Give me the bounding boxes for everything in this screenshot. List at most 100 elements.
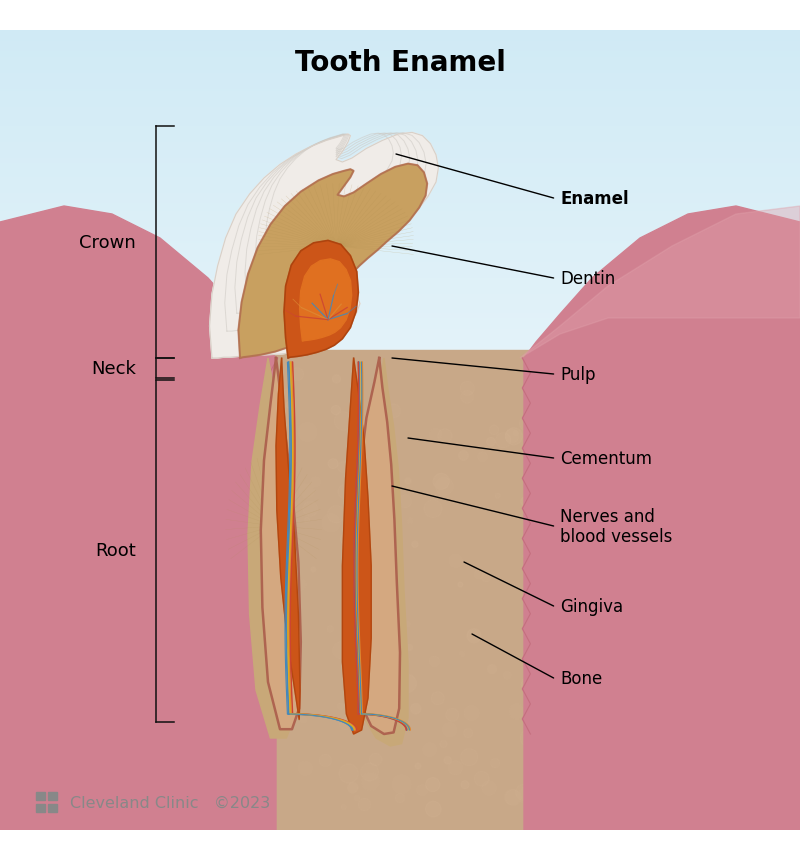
Circle shape [601, 433, 612, 445]
Circle shape [712, 579, 728, 595]
Circle shape [229, 672, 243, 686]
Circle shape [156, 558, 165, 567]
Circle shape [398, 674, 417, 693]
Circle shape [332, 375, 341, 383]
Circle shape [525, 432, 533, 441]
Circle shape [738, 537, 749, 548]
Circle shape [134, 625, 142, 634]
Circle shape [440, 740, 447, 747]
Circle shape [410, 703, 421, 714]
Circle shape [667, 641, 677, 649]
Circle shape [166, 387, 172, 392]
Circle shape [496, 433, 511, 449]
Circle shape [170, 736, 179, 746]
Circle shape [531, 808, 538, 815]
Circle shape [398, 495, 411, 508]
Circle shape [267, 369, 282, 383]
Circle shape [144, 742, 151, 749]
Polygon shape [238, 164, 427, 358]
Circle shape [242, 377, 254, 389]
Circle shape [292, 594, 298, 599]
Circle shape [23, 402, 41, 419]
Circle shape [719, 542, 738, 561]
Circle shape [303, 502, 318, 517]
Circle shape [559, 619, 578, 637]
Circle shape [282, 473, 296, 486]
Circle shape [281, 724, 289, 732]
Circle shape [426, 777, 440, 792]
Circle shape [566, 647, 571, 653]
Circle shape [300, 717, 306, 723]
Circle shape [250, 659, 266, 674]
Circle shape [544, 659, 549, 664]
Circle shape [458, 451, 468, 461]
Circle shape [253, 790, 261, 797]
Circle shape [430, 448, 448, 465]
Circle shape [516, 784, 532, 801]
Circle shape [286, 456, 299, 470]
Circle shape [218, 606, 234, 622]
Text: Gingiva: Gingiva [560, 598, 623, 616]
Circle shape [734, 679, 750, 694]
Circle shape [233, 653, 249, 669]
Circle shape [686, 583, 691, 588]
Circle shape [734, 744, 745, 756]
Polygon shape [352, 358, 400, 734]
Circle shape [254, 377, 274, 396]
Circle shape [614, 467, 632, 486]
Circle shape [166, 394, 185, 412]
Circle shape [178, 499, 194, 515]
Circle shape [244, 552, 262, 571]
Circle shape [612, 582, 617, 587]
Circle shape [506, 428, 522, 445]
Circle shape [186, 478, 202, 494]
Circle shape [593, 571, 600, 579]
Circle shape [713, 771, 730, 789]
Circle shape [411, 474, 418, 481]
Circle shape [598, 546, 608, 556]
Circle shape [182, 669, 189, 676]
Polygon shape [284, 241, 358, 358]
Circle shape [40, 542, 48, 549]
Circle shape [394, 715, 407, 728]
Circle shape [181, 431, 198, 448]
Circle shape [610, 765, 629, 784]
Circle shape [308, 686, 326, 705]
Circle shape [386, 405, 401, 418]
Circle shape [547, 684, 555, 692]
Circle shape [406, 645, 413, 651]
Circle shape [552, 378, 570, 395]
Circle shape [299, 484, 314, 499]
Circle shape [636, 583, 654, 601]
Circle shape [675, 427, 692, 444]
Circle shape [487, 665, 497, 674]
Circle shape [74, 592, 83, 601]
Circle shape [486, 438, 495, 447]
Circle shape [769, 642, 779, 653]
Circle shape [392, 775, 411, 794]
Circle shape [706, 714, 711, 719]
Circle shape [327, 626, 334, 633]
Circle shape [162, 560, 168, 566]
Circle shape [663, 382, 668, 387]
Circle shape [539, 718, 550, 730]
Circle shape [429, 656, 439, 666]
Circle shape [585, 554, 600, 570]
Circle shape [110, 592, 128, 610]
Circle shape [334, 412, 353, 430]
Circle shape [331, 406, 341, 415]
Circle shape [719, 676, 730, 685]
Circle shape [557, 442, 564, 449]
Circle shape [319, 754, 331, 766]
Circle shape [446, 709, 459, 722]
Circle shape [536, 419, 542, 424]
Circle shape [238, 534, 245, 540]
Circle shape [70, 678, 89, 697]
Circle shape [542, 785, 549, 791]
Circle shape [327, 506, 345, 523]
Polygon shape [520, 207, 800, 358]
Circle shape [198, 659, 210, 672]
Circle shape [556, 603, 561, 608]
Circle shape [342, 592, 352, 603]
Polygon shape [352, 358, 408, 746]
